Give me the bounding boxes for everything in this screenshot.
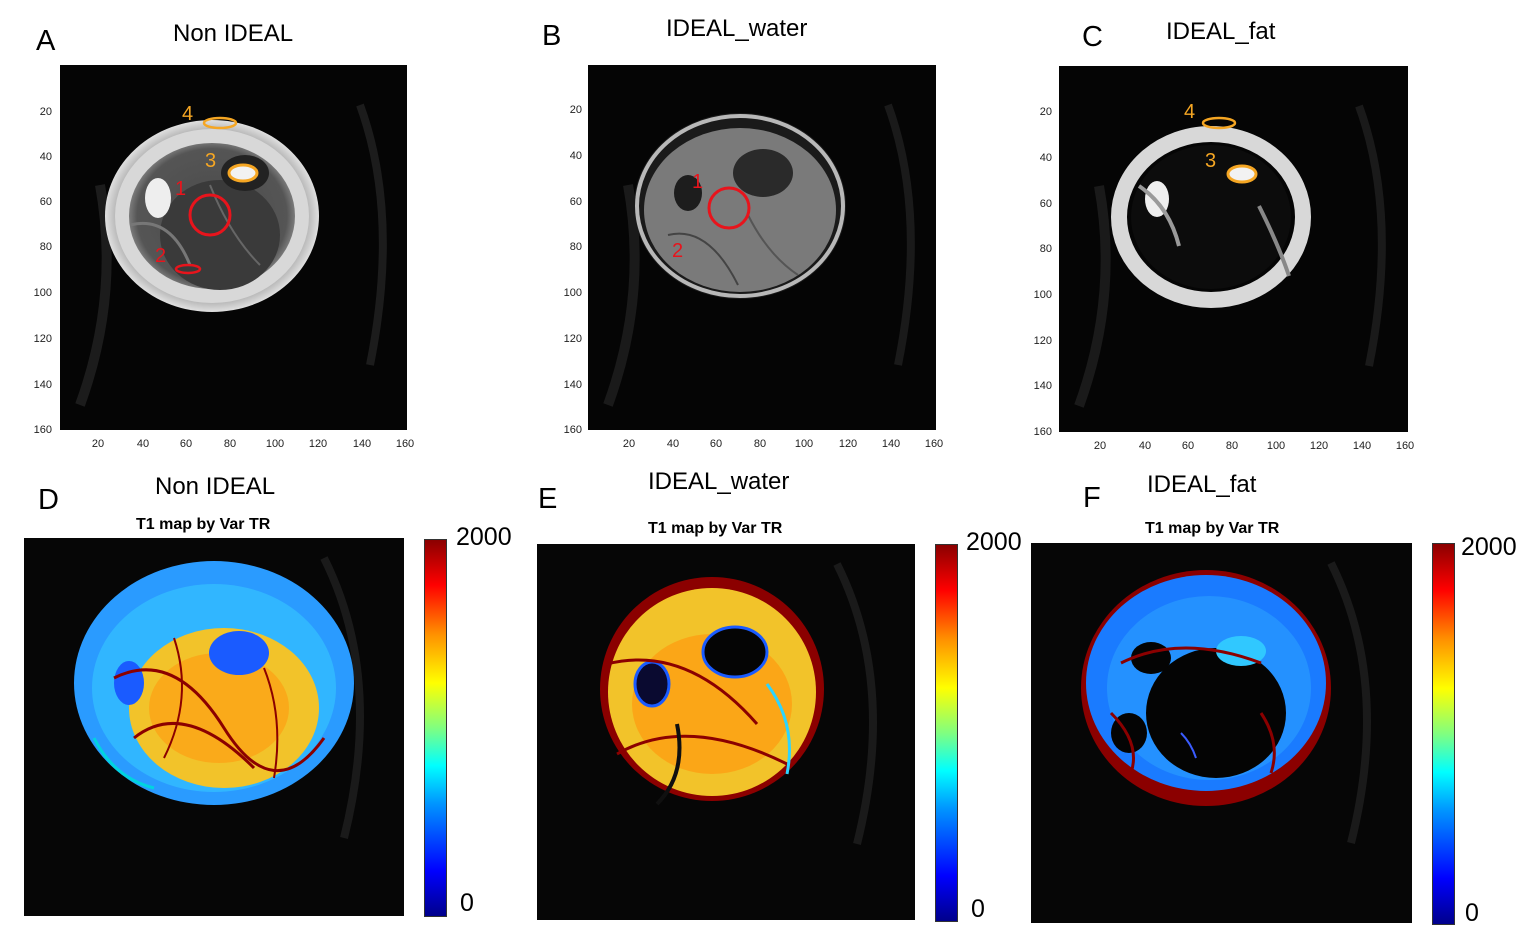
colorbar-f xyxy=(1432,543,1455,925)
roi-label-2: 2 xyxy=(672,240,684,262)
x-tick: 60 xyxy=(709,438,723,450)
y-tick: 140 xyxy=(563,379,582,391)
t1-map-d xyxy=(24,538,404,916)
y-tick: 60 xyxy=(1039,198,1052,210)
roi-label-1: 1 xyxy=(692,171,704,193)
roi-label-3: 3 xyxy=(205,150,217,172)
roi-label-1: 1 xyxy=(175,178,187,200)
roi-label-3: 3 xyxy=(1205,150,1217,172)
y-tick: 20 xyxy=(39,106,52,118)
x-tick: 20 xyxy=(91,438,105,450)
colorbar-max-label: 2000 xyxy=(966,528,1022,556)
x-tick: 140 xyxy=(352,438,372,450)
y-tick: 40 xyxy=(1039,152,1052,164)
x-tick: 120 xyxy=(838,438,858,450)
y-tick: 80 xyxy=(1039,243,1052,255)
colorbar-min-label: 0 xyxy=(971,895,985,923)
y-tick: 20 xyxy=(569,104,582,116)
x-tick: 120 xyxy=(1309,440,1329,452)
y-tick: 40 xyxy=(569,150,582,162)
x-tick: 20 xyxy=(1093,440,1107,452)
x-tick: 100 xyxy=(1266,440,1286,452)
y-tick: 60 xyxy=(569,196,582,208)
t1-map-f xyxy=(1031,543,1412,923)
y-tick: 120 xyxy=(563,333,582,345)
x-tick: 20 xyxy=(622,438,636,450)
x-tick: 80 xyxy=(753,438,767,450)
roi-label-2: 2 xyxy=(155,245,167,267)
panel-letter-f: F xyxy=(1083,482,1101,514)
panel-letter-a: A xyxy=(36,25,56,57)
mri-image-b: 1 2 xyxy=(588,65,936,430)
colorbar-max-label: 2000 xyxy=(1461,533,1517,561)
panel-title-d: Non IDEAL xyxy=(155,473,276,500)
mri-image-c: 3 4 xyxy=(1059,66,1408,432)
panel-title-c: IDEAL_fat xyxy=(1166,18,1276,45)
x-tick: 100 xyxy=(794,438,814,450)
y-tick: 80 xyxy=(39,241,52,253)
y-tick: 100 xyxy=(33,287,52,299)
panel-title-e: IDEAL_water xyxy=(648,468,790,495)
x-tick: 60 xyxy=(179,438,193,450)
x-tick: 80 xyxy=(1225,440,1239,452)
y-tick: 160 xyxy=(33,424,52,436)
x-tick: 40 xyxy=(136,438,150,450)
y-tick: 140 xyxy=(33,379,52,391)
panel-letter-b: B xyxy=(542,20,562,52)
y-tick: 20 xyxy=(1039,106,1052,118)
panel-title-f: IDEAL_fat xyxy=(1147,471,1257,498)
y-tick: 40 xyxy=(39,151,52,163)
y-tick: 80 xyxy=(569,241,582,253)
x-tick: 80 xyxy=(223,438,237,450)
x-tick: 160 xyxy=(924,438,944,450)
x-tick: 160 xyxy=(395,438,415,450)
roi-label-4: 4 xyxy=(182,103,194,125)
x-tick: 60 xyxy=(1181,440,1195,452)
y-tick: 120 xyxy=(33,333,52,345)
y-tick: 60 xyxy=(39,196,52,208)
y-tick: 160 xyxy=(1033,426,1052,438)
map-title-f: T1 map by Var TR xyxy=(1145,520,1280,537)
map-title-d: T1 map by Var TR xyxy=(136,516,271,533)
x-tick: 40 xyxy=(1138,440,1152,452)
x-tick: 120 xyxy=(308,438,328,450)
roi-label-4: 4 xyxy=(1184,101,1196,123)
y-tick: 160 xyxy=(563,424,582,436)
map-title-e: T1 map by Var TR xyxy=(648,520,783,537)
x-tick: 100 xyxy=(265,438,285,450)
x-tick: 40 xyxy=(666,438,680,450)
x-tick: 140 xyxy=(881,438,901,450)
panel-title-a: Non IDEAL xyxy=(173,20,294,47)
t1-map-e xyxy=(537,544,915,920)
colorbar-max-label: 2000 xyxy=(456,523,512,551)
mri-image-a: 1 2 3 4 xyxy=(60,65,407,430)
panel-letter-c: C xyxy=(1082,21,1103,53)
colorbar-d xyxy=(424,539,447,917)
colorbar-min-label: 0 xyxy=(1465,899,1479,927)
colorbar-min-label: 0 xyxy=(460,889,474,917)
panel-letter-e: E xyxy=(538,483,558,515)
x-tick: 160 xyxy=(1395,440,1415,452)
x-tick: 140 xyxy=(1352,440,1372,452)
y-tick: 100 xyxy=(563,287,582,299)
colorbar-e xyxy=(935,544,958,922)
y-tick: 100 xyxy=(1033,289,1052,301)
y-tick: 120 xyxy=(1033,335,1052,347)
panel-letter-d: D xyxy=(38,484,59,516)
panel-title-b: IDEAL_water xyxy=(666,15,808,42)
y-tick: 140 xyxy=(1033,380,1052,392)
